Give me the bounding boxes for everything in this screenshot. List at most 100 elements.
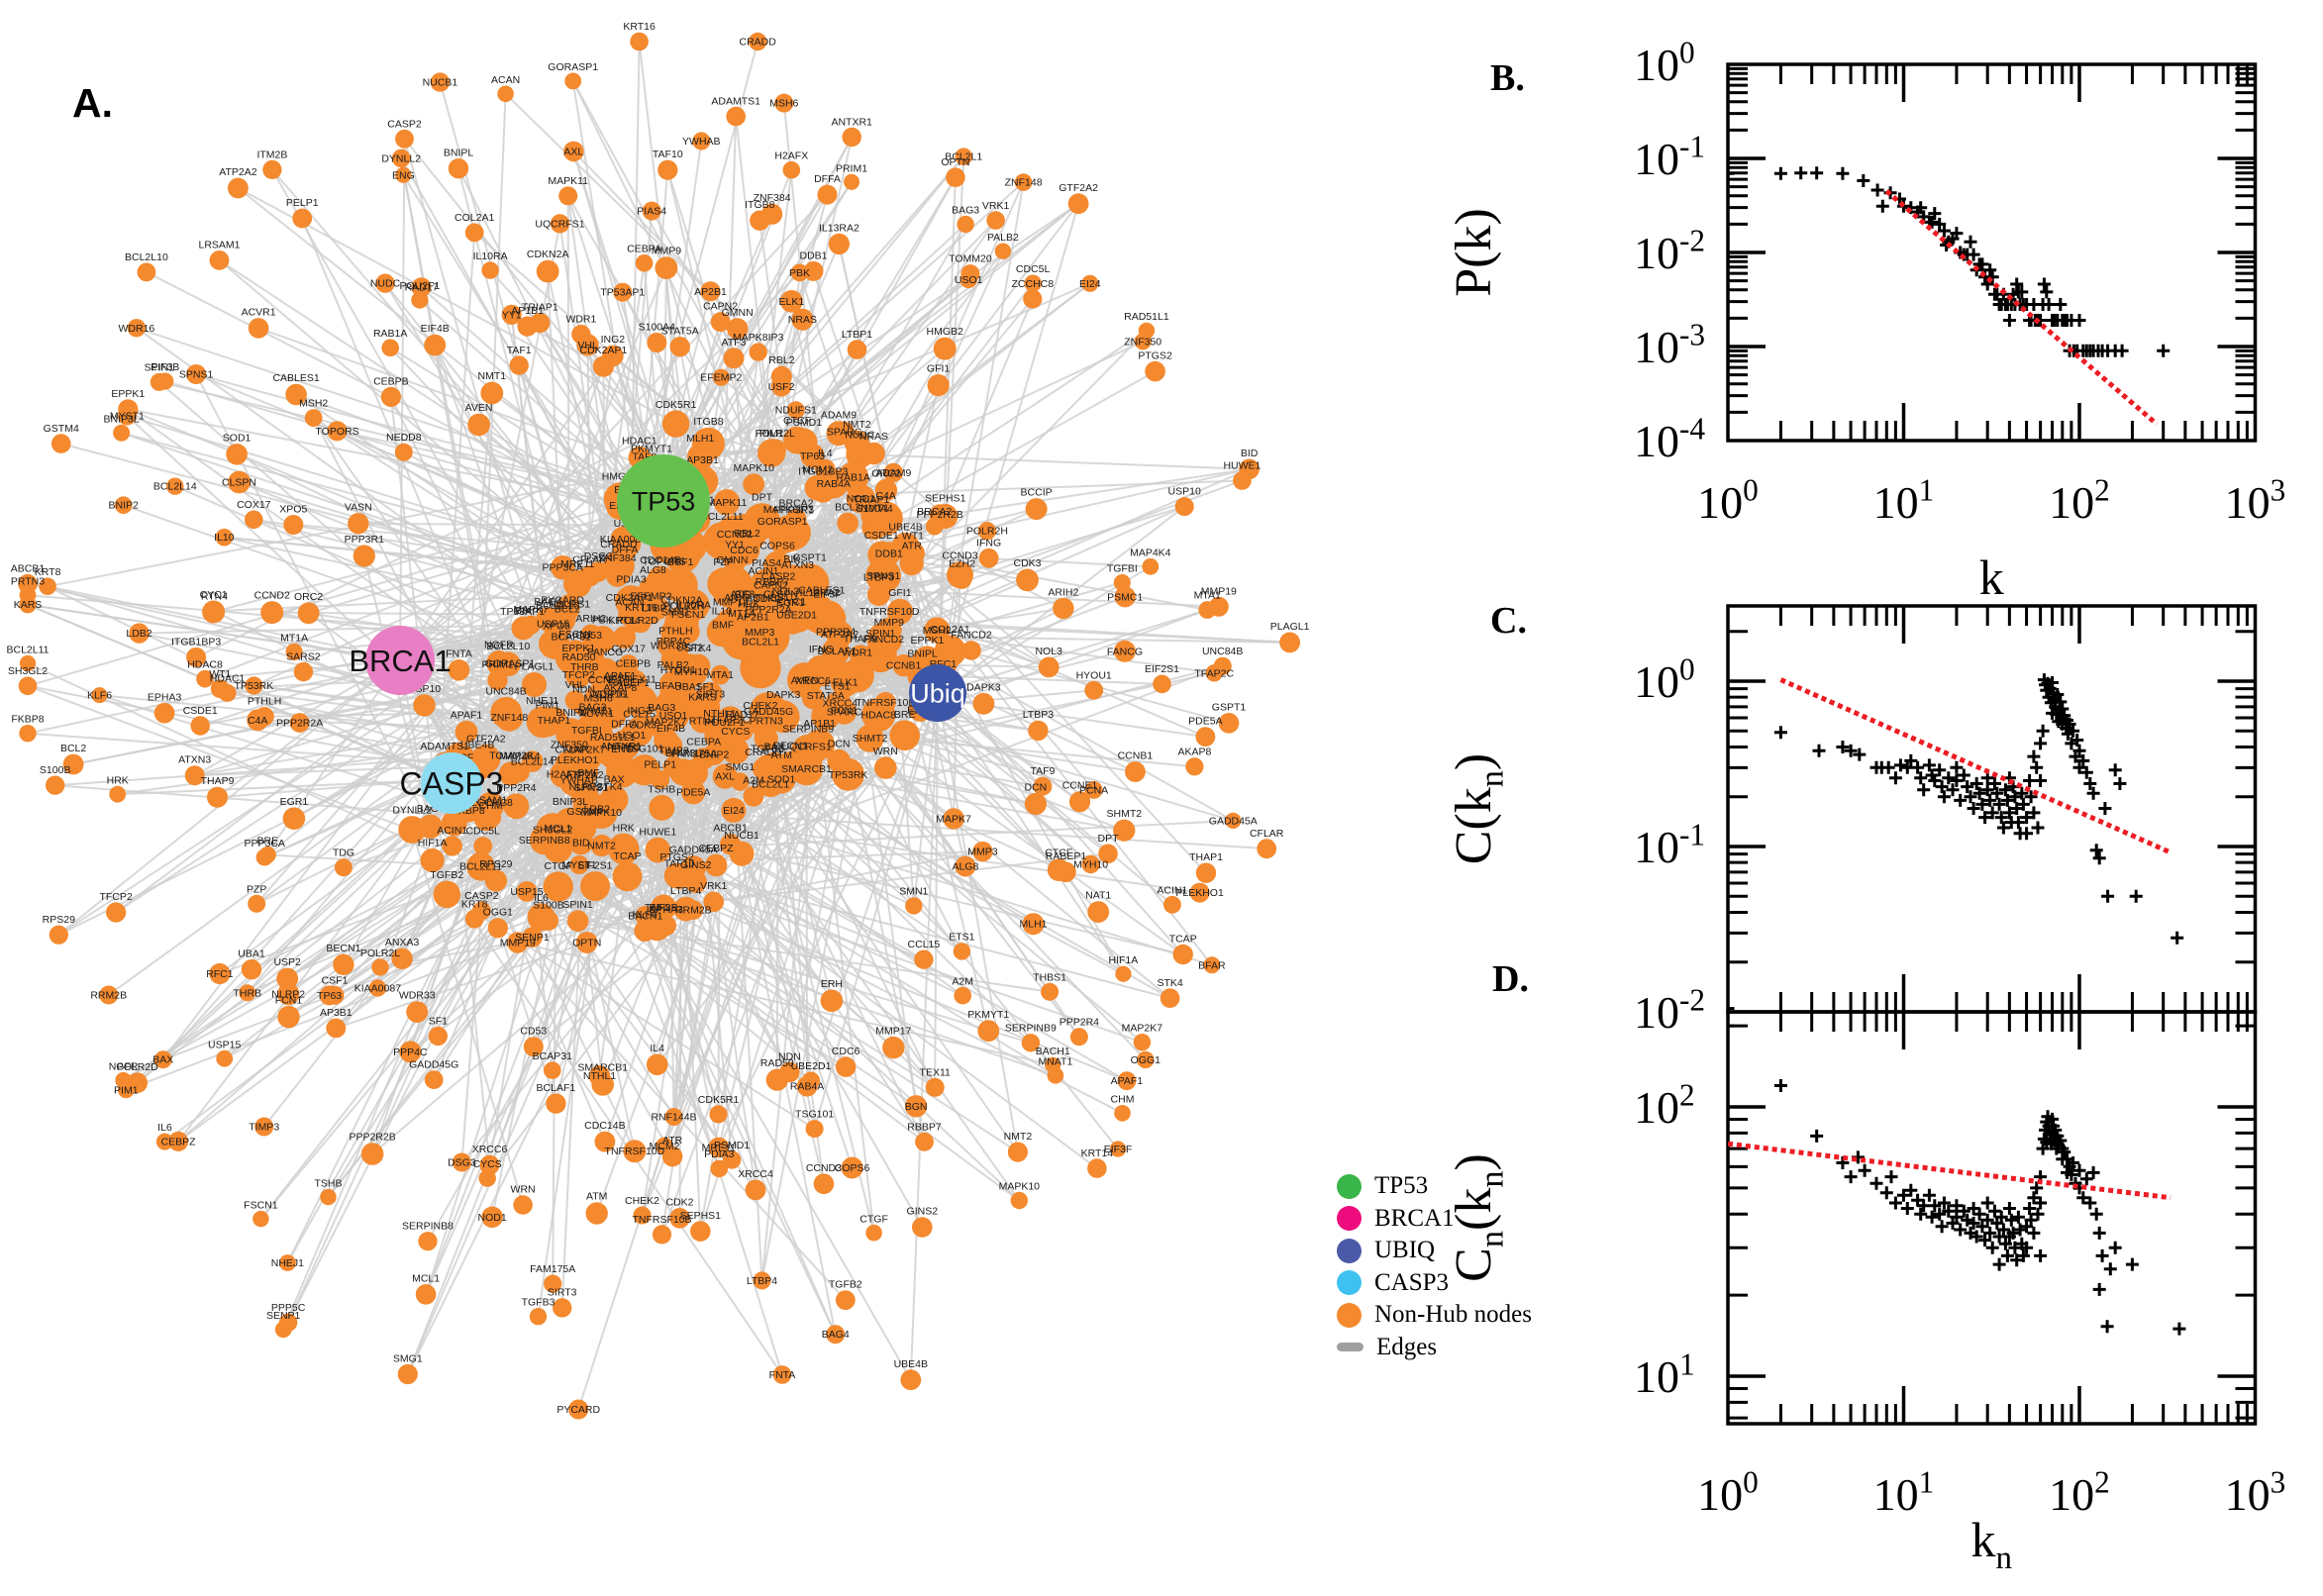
non-hub-node (448, 659, 470, 681)
non-hub-node (209, 962, 231, 985)
gene-label: GTF2A2 (466, 733, 506, 745)
non-hub-node (651, 894, 676, 921)
non-hub-node (709, 1105, 728, 1124)
gene-label: PBK (592, 615, 613, 627)
gene-label: AP2B1 (737, 612, 769, 624)
hub-label-casp3: CASP3 (400, 766, 504, 802)
gene-label: VHL (577, 340, 598, 351)
gene-label: THAP9 (201, 775, 235, 787)
non-hub-node (391, 149, 411, 168)
gene-label: ATP2A2 (821, 629, 858, 641)
gene-label: SPARC (827, 706, 862, 718)
gene-label: POLR2D (117, 1061, 158, 1073)
gene-label: BNIP2 (109, 500, 140, 512)
non-hub-node (817, 184, 838, 205)
non-hub-node (394, 443, 413, 461)
gene-label: CCNE1 (1062, 780, 1098, 792)
gene-label: GORASP1 (758, 516, 808, 528)
gene-label: BCAP31 (552, 632, 591, 644)
gene-label: CDK5R1 (656, 399, 697, 411)
casp3-swatch-icon (1337, 1270, 1362, 1296)
non-hub-node (252, 1210, 269, 1228)
non-hub-node (190, 716, 210, 736)
gene-label: SPIN1 (562, 899, 593, 911)
gene-label: EIF3B (151, 361, 179, 373)
gene-label: BCL2L11 (701, 511, 744, 523)
non-hub-node (1174, 497, 1194, 517)
non-hub-node (780, 290, 803, 313)
non-hub-node (91, 687, 108, 704)
gene-label: CRADD (745, 747, 782, 758)
gene-label: POLR2L (756, 428, 795, 440)
non-hub-node (1045, 1056, 1061, 1073)
gene-label: HRK (107, 774, 129, 786)
gene-label: RRM2B (90, 990, 127, 1002)
non-hub-node (793, 751, 821, 780)
non-hub-node (226, 444, 248, 465)
gene-label: IL13RA2 (819, 222, 859, 234)
non-hub-node (1068, 791, 1091, 813)
non-hub-node (543, 871, 573, 902)
non-hub-node (828, 233, 851, 254)
gene-label: USO1 (955, 274, 983, 286)
gene-label: ENG (392, 169, 415, 181)
gene-label: HMGB2 (927, 326, 964, 338)
non-hub-node (774, 93, 794, 113)
gene-label: PELP1 (286, 197, 319, 209)
tick-label: 102 (1634, 1078, 1695, 1133)
gene-label: BCL2 (555, 604, 580, 616)
network-graph: MAPK10 PIM1 EPPK1 USO1 GSPT1 UBE4B FSCN1 DFFA PP… (6, 21, 1310, 1420)
non-hub-node (826, 1325, 846, 1345)
non-hub-node (516, 881, 538, 902)
gene-label: GSTM4 (566, 806, 602, 818)
gene-label: EIF2S1 (577, 860, 612, 872)
gene-label: TOMM20 (949, 253, 992, 265)
non-hub-node (368, 979, 387, 997)
gene-label: HIF1A (1109, 954, 1139, 966)
gene-label: CABLES1 (272, 372, 319, 384)
gene-label: S100A4 (639, 322, 676, 334)
non-hub-node (654, 691, 683, 721)
gene-label: CAPN2 (703, 301, 738, 313)
gene-label: LTBP1 (642, 603, 672, 615)
non-hub-node (623, 1140, 647, 1163)
non-hub-node (972, 841, 993, 862)
gene-label: MAPK10 (733, 462, 774, 474)
non-hub-node (900, 541, 925, 565)
gene-label: DPT (1098, 833, 1120, 845)
gene-label: AKAP8 (603, 682, 637, 694)
gene-label: CHEK2 (743, 700, 777, 712)
gene-label: MNAT1 (578, 705, 613, 717)
gene-label: IFNG (976, 537, 1001, 549)
gene-label: PPP2R2A (276, 718, 323, 730)
non-hub-node (334, 858, 353, 877)
non-hub-node (260, 601, 284, 625)
gene-label: CCNB1 (886, 660, 922, 672)
gene-label: UBE2D1 (791, 1060, 832, 1072)
gene-label: SF1 (696, 681, 715, 693)
non-hub-node (658, 734, 683, 757)
gene-label: NAT1 (1085, 890, 1111, 902)
non-hub-node (550, 214, 570, 234)
gene-label: MSH2 (299, 398, 328, 410)
non-hub-node (700, 281, 721, 302)
gene-label: CTCF (783, 415, 811, 427)
gene-label: AVEN (465, 402, 493, 414)
non-hub-node (977, 1020, 1000, 1043)
gene-label: IFNG (809, 644, 834, 655)
gene-label: AP1B1 (803, 718, 836, 730)
gene-label: KRT16 (623, 21, 656, 33)
gene-label: EGR1 (280, 796, 309, 808)
gene-label: MAP2K7 (646, 717, 687, 729)
non-hub-node (114, 496, 133, 514)
non-hub-node (1114, 1105, 1131, 1122)
gene-label: DPT (752, 492, 773, 504)
non-hub-node (662, 755, 685, 778)
gene-label: RBL2 (734, 528, 759, 540)
non-hub-node (127, 319, 147, 338)
gene-label: MSH2 (923, 625, 952, 637)
gene-label: A2M (952, 975, 973, 987)
non-hub-node (285, 643, 303, 661)
gene-label: EPPK1 (561, 643, 595, 654)
non-hub-node (413, 694, 436, 717)
